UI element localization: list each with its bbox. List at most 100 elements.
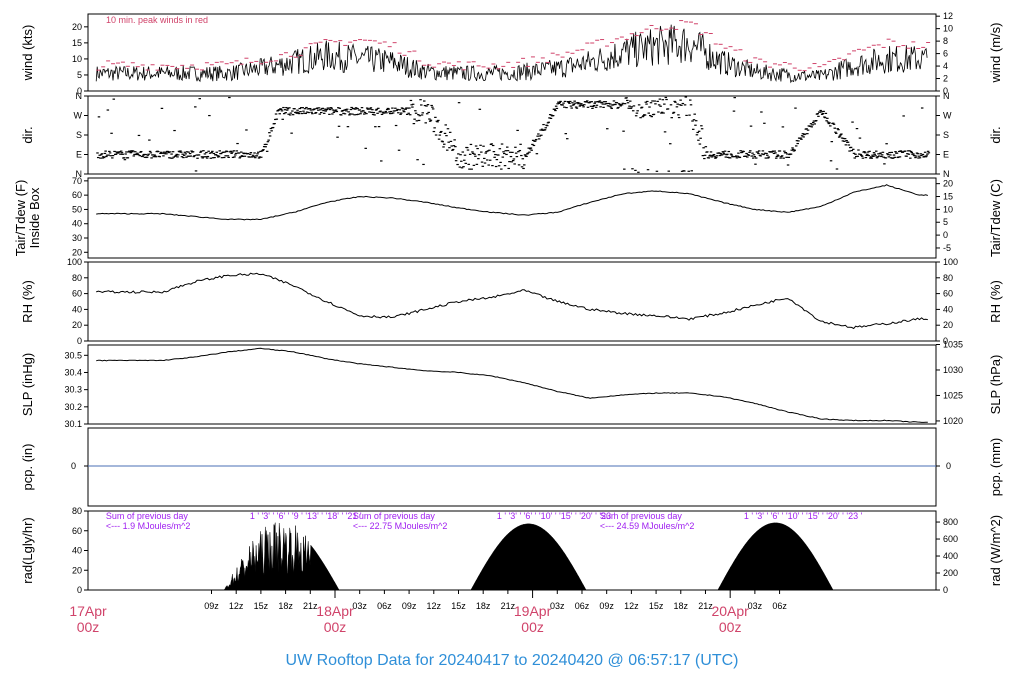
y-tick-right-label: 12 bbox=[943, 11, 953, 21]
x-tick-label: 03z bbox=[748, 601, 763, 611]
y-tick-left-label: 40 bbox=[72, 219, 82, 229]
peak-wind-marks bbox=[96, 20, 931, 72]
y-tick-right-label: 600 bbox=[943, 534, 958, 544]
x-tick-label: 03z bbox=[352, 601, 367, 611]
y-tick-right-label: 2 bbox=[943, 74, 948, 84]
y-tick-right-label: 80 bbox=[943, 273, 953, 283]
y-tick-left-label: 60 bbox=[72, 526, 82, 536]
y-tick-right-label: 10 bbox=[943, 24, 953, 34]
y-tick-right-label: E bbox=[943, 150, 949, 160]
y-tick-right-label: 1025 bbox=[943, 390, 963, 400]
x-axis: 09z 12z 15z 18z 21z 03z 06z 09z 12z 15z 18z 21z 03z 0… bbox=[69, 590, 787, 635]
y-tick-left-label: 30.2 bbox=[64, 402, 82, 412]
y-tick-left-label: 100 bbox=[67, 257, 82, 267]
y-label-left: rad(Lgly/hr) bbox=[20, 517, 35, 583]
y-tick-left-label: 40 bbox=[72, 304, 82, 314]
y-label-right: dir. bbox=[988, 126, 1003, 143]
radiation-area: Sum of previous day<--- 1.9 MJoules/m^21… bbox=[106, 511, 863, 591]
rad-sum-label: Sum of previous day bbox=[600, 511, 683, 521]
x-day-hour: 00z bbox=[719, 619, 742, 635]
panel-rad: rad(Lgly/hr) rad (W/m^2)02040608002004006… bbox=[20, 506, 1003, 595]
y-tick-left-label: 60 bbox=[72, 289, 82, 299]
y-tick-left-label: E bbox=[76, 150, 82, 160]
radiation-day: Sum of previous day<--- 22.75 MJoules/m^… bbox=[353, 511, 616, 591]
y-label-left: Tair/Tdew (F) bbox=[13, 180, 28, 257]
dir-marks bbox=[96, 96, 931, 173]
y-tick-right-label: 1035 bbox=[943, 339, 963, 349]
rad-sum-value: <--- 24.59 MJoules/m^2 bbox=[600, 521, 695, 531]
y-tick-right-label: 400 bbox=[943, 551, 958, 561]
y-tick-left-label: 0 bbox=[71, 461, 76, 471]
y-tick-left-label: 30.4 bbox=[64, 367, 82, 377]
y-tick-right-label: N bbox=[943, 91, 950, 101]
x-day-label: 18Apr bbox=[316, 603, 354, 619]
x-day-hour: 00z bbox=[324, 619, 347, 635]
x-tick-label: 15z bbox=[254, 601, 269, 611]
y-label-left: RH (%) bbox=[20, 280, 35, 323]
radiation-fill bbox=[717, 522, 834, 591]
x-tick-label: 09z bbox=[599, 601, 614, 611]
y-tick-left-label: 30.1 bbox=[64, 419, 82, 429]
rad-sum-value: <--- 1.9 MJoules/m^2 bbox=[106, 521, 191, 531]
y-tick-right-label: 0 bbox=[946, 461, 951, 471]
y-label-left: SLP (inHg) bbox=[20, 353, 35, 416]
y-tick-left-label: 60 bbox=[72, 190, 82, 200]
y-tick-left-label: 0 bbox=[77, 336, 82, 346]
y-tick-right-label: 40 bbox=[943, 304, 953, 314]
y-tick-left-label: 30 bbox=[72, 233, 82, 243]
radiation-day: Sum of previous day<--- 1.9 MJoules/m^2 1… bbox=[106, 511, 362, 591]
x-day-label: 19Apr bbox=[514, 603, 552, 619]
y-tick-left-label: 20 bbox=[72, 22, 82, 32]
x-tick-label: 06z bbox=[377, 601, 392, 611]
y-tick-right-label: 0 bbox=[943, 86, 948, 96]
y-tick-left-label: W bbox=[74, 111, 83, 121]
y-label-right: rad (W/m^2) bbox=[988, 515, 1003, 586]
x-tick-label: 21z bbox=[501, 601, 516, 611]
panel-pcp: pcp. (in) pcp. (mm) 0 0 bbox=[20, 427, 1003, 507]
x-tick-label: 15z bbox=[649, 601, 664, 611]
x-tick-label: 06z bbox=[772, 601, 787, 611]
panel-slp: SLP (inHg) SLP (hPa) 30.1 30.2 30.3 30.4 30.5 1… bbox=[20, 339, 1003, 429]
y-label-left: dir. bbox=[20, 126, 35, 143]
y-tick-right-label: 20 bbox=[943, 179, 953, 189]
temp-series bbox=[96, 184, 928, 221]
y-tick-right-label: 1020 bbox=[943, 416, 963, 426]
y-tick-right-label: -5 bbox=[943, 243, 951, 253]
y-label-right: wind (m/s) bbox=[988, 23, 1003, 84]
x-day-label: 20Apr bbox=[711, 603, 749, 619]
x-tick-label: 06z bbox=[575, 601, 590, 611]
panel-frame bbox=[87, 344, 937, 425]
y-tick-left-label: 20 bbox=[72, 247, 82, 257]
y-label-left: pcp. (in) bbox=[20, 444, 35, 491]
y-tick-right-label: 200 bbox=[943, 568, 958, 578]
y-tick-right-label: W bbox=[943, 111, 952, 121]
y-tick-right-label: 60 bbox=[943, 289, 953, 299]
x-tick-label: 18z bbox=[674, 601, 689, 611]
x-tick-label: 15z bbox=[451, 601, 466, 611]
y-label-right: pcp. (mm) bbox=[988, 438, 1003, 497]
x-tick-label: 03z bbox=[550, 601, 565, 611]
y-tick-left-label: 30.5 bbox=[64, 350, 82, 360]
x-tick-label: 18z bbox=[278, 601, 293, 611]
x-tick-label: 21z bbox=[698, 601, 713, 611]
rad-sum-label: Sum of previous day bbox=[106, 511, 189, 521]
y-label-right: RH (%) bbox=[988, 280, 1003, 323]
panel-frame bbox=[87, 13, 937, 92]
y-tick-left-label: 80 bbox=[72, 273, 82, 283]
y-tick-right-label: 0 bbox=[943, 230, 948, 240]
y-tick-right-label: 8 bbox=[943, 36, 948, 46]
y-tick-left-label: 20 bbox=[72, 565, 82, 575]
y-tick-left-label: 40 bbox=[72, 546, 82, 556]
y-tick-left-label: 70 bbox=[72, 176, 82, 186]
y-label-left: Inside Box bbox=[27, 187, 42, 248]
y-tick-left-label: 0 bbox=[77, 86, 82, 96]
slp-series bbox=[96, 347, 928, 423]
y-tick-right-label: N bbox=[943, 169, 950, 179]
y-tick-left-label: 30.3 bbox=[64, 385, 82, 395]
panels: wind (kts) wind (m/s)0510152002468101210 … bbox=[13, 11, 1003, 595]
y-tick-right-label: 4 bbox=[943, 61, 948, 71]
y-tick-right-label: 5 bbox=[943, 217, 948, 227]
radiation-fill bbox=[223, 522, 340, 591]
y-tick-right-label: 6 bbox=[943, 49, 948, 59]
